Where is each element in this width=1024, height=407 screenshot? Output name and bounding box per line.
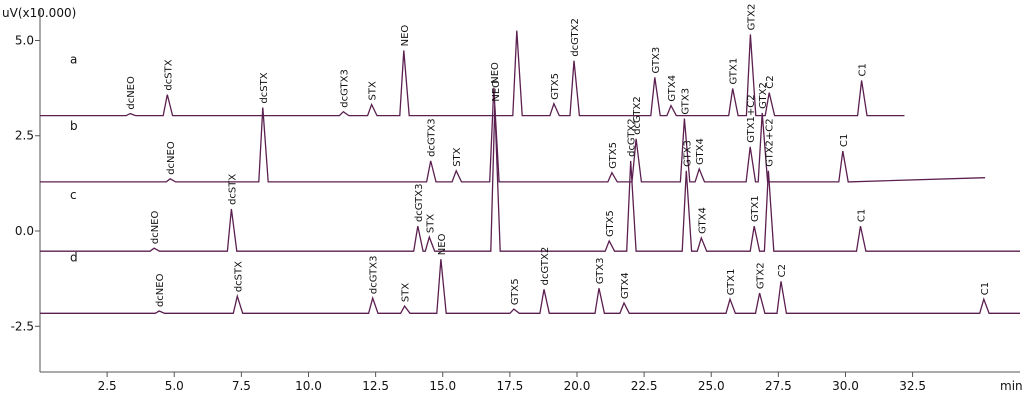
peak-label: GTX3 bbox=[680, 88, 691, 115]
peak-label: dcNEO bbox=[126, 76, 137, 110]
peak-label: STX bbox=[401, 283, 412, 302]
x-tick-label: 25.0 bbox=[698, 379, 725, 393]
trace bbox=[40, 259, 1020, 314]
x-tick-label: 20.0 bbox=[564, 379, 591, 393]
peak-label: GTX5 bbox=[605, 210, 616, 237]
trace-name: d bbox=[70, 250, 78, 264]
peak-label: dcNEO bbox=[155, 273, 166, 307]
peak-label: GTX3 bbox=[651, 47, 662, 74]
peak-label: GTX3 bbox=[682, 140, 693, 167]
y-tick-label: 0.0 bbox=[15, 224, 34, 238]
peak-label: GTX4 bbox=[697, 207, 708, 234]
peak-label: dcNEO bbox=[150, 211, 161, 245]
peak-label: GTX2 bbox=[758, 82, 769, 109]
peak-label: NEO bbox=[491, 80, 502, 102]
peak-label: C1 bbox=[858, 63, 869, 76]
y-tick-label: 5.0 bbox=[15, 33, 34, 47]
trace bbox=[40, 87, 986, 183]
x-tick-label: 7.5 bbox=[232, 379, 251, 393]
peak-label: dcGTX3 bbox=[414, 183, 425, 222]
peak-label: C1 bbox=[980, 282, 991, 295]
peak-label: GTX4 bbox=[695, 138, 706, 165]
peak-label: dcSTX bbox=[227, 174, 238, 205]
peak-label: dcGTX3 bbox=[427, 118, 438, 157]
peak-label: C2 bbox=[777, 264, 788, 277]
x-tick-label: 27.5 bbox=[765, 379, 792, 393]
peak-label: dcGTX2 bbox=[540, 247, 551, 286]
peak-label: GTX1 bbox=[729, 58, 740, 85]
trace bbox=[40, 30, 905, 117]
x-tick-label: 5.0 bbox=[165, 379, 184, 393]
peak-label: GTX2 bbox=[756, 262, 767, 289]
x-tick-label: 10.0 bbox=[295, 379, 322, 393]
trace bbox=[40, 105, 1020, 252]
peak-label: dcSTX bbox=[259, 72, 270, 103]
peak-label: NEO bbox=[490, 62, 501, 84]
peak-label: GTX1 bbox=[726, 269, 737, 296]
peak-label: dcGTX2 bbox=[632, 96, 643, 135]
peak-label: C1 bbox=[857, 209, 868, 222]
y-axis-label: uV(x10.000) bbox=[2, 6, 76, 20]
peak-label: dcGTX2 bbox=[570, 18, 581, 57]
peak-label: NEO bbox=[437, 233, 448, 255]
x-tick-label: 12.5 bbox=[362, 379, 389, 393]
y-tick-label: -2.5 bbox=[11, 319, 34, 333]
peak-label: dcGTX3 bbox=[369, 256, 380, 295]
peak-label: GTX4 bbox=[667, 75, 678, 102]
x-tick-label: 22.5 bbox=[631, 379, 658, 393]
trace-name: c bbox=[70, 188, 77, 202]
peak-label: dcGTX3 bbox=[339, 69, 350, 108]
peak-label: STX bbox=[425, 214, 436, 233]
y-tick-label: 2.5 bbox=[15, 129, 34, 143]
peak-label: GTX5 bbox=[550, 73, 561, 100]
peak-label: dcSTX bbox=[233, 261, 244, 292]
peak-label: C2 bbox=[765, 75, 776, 88]
x-tick-label: 2.5 bbox=[98, 379, 117, 393]
peak-label: GTX4 bbox=[620, 272, 631, 299]
peak-label: GTX5 bbox=[608, 142, 619, 169]
x-axis-label: min bbox=[1000, 379, 1023, 393]
peak-label: dcGTX2 bbox=[627, 118, 638, 157]
trace-name: b bbox=[70, 119, 78, 133]
peak-label: GTX5 bbox=[510, 278, 521, 305]
peak-label: GTX2 bbox=[746, 4, 757, 31]
x-tick-label: 17.5 bbox=[497, 379, 524, 393]
peak-label: GTX3 bbox=[595, 257, 606, 284]
x-tick-label: 32.5 bbox=[899, 379, 926, 393]
x-tick-label: 15.0 bbox=[429, 379, 456, 393]
peak-label: C1 bbox=[839, 134, 850, 147]
peak-label: dcSTX bbox=[163, 59, 174, 90]
peak-label: STX bbox=[368, 81, 379, 100]
peak-label: GTX1 bbox=[750, 195, 761, 222]
peak-label: dcNEO bbox=[166, 141, 177, 175]
x-tick-label: 30.0 bbox=[832, 379, 859, 393]
trace-name: a bbox=[70, 53, 77, 67]
peak-label: STX bbox=[452, 147, 463, 166]
peak-label: GTX1+C2 bbox=[746, 94, 757, 142]
peak-label: GTX2+C2 bbox=[764, 118, 775, 166]
peak-label: NEO bbox=[400, 25, 411, 47]
